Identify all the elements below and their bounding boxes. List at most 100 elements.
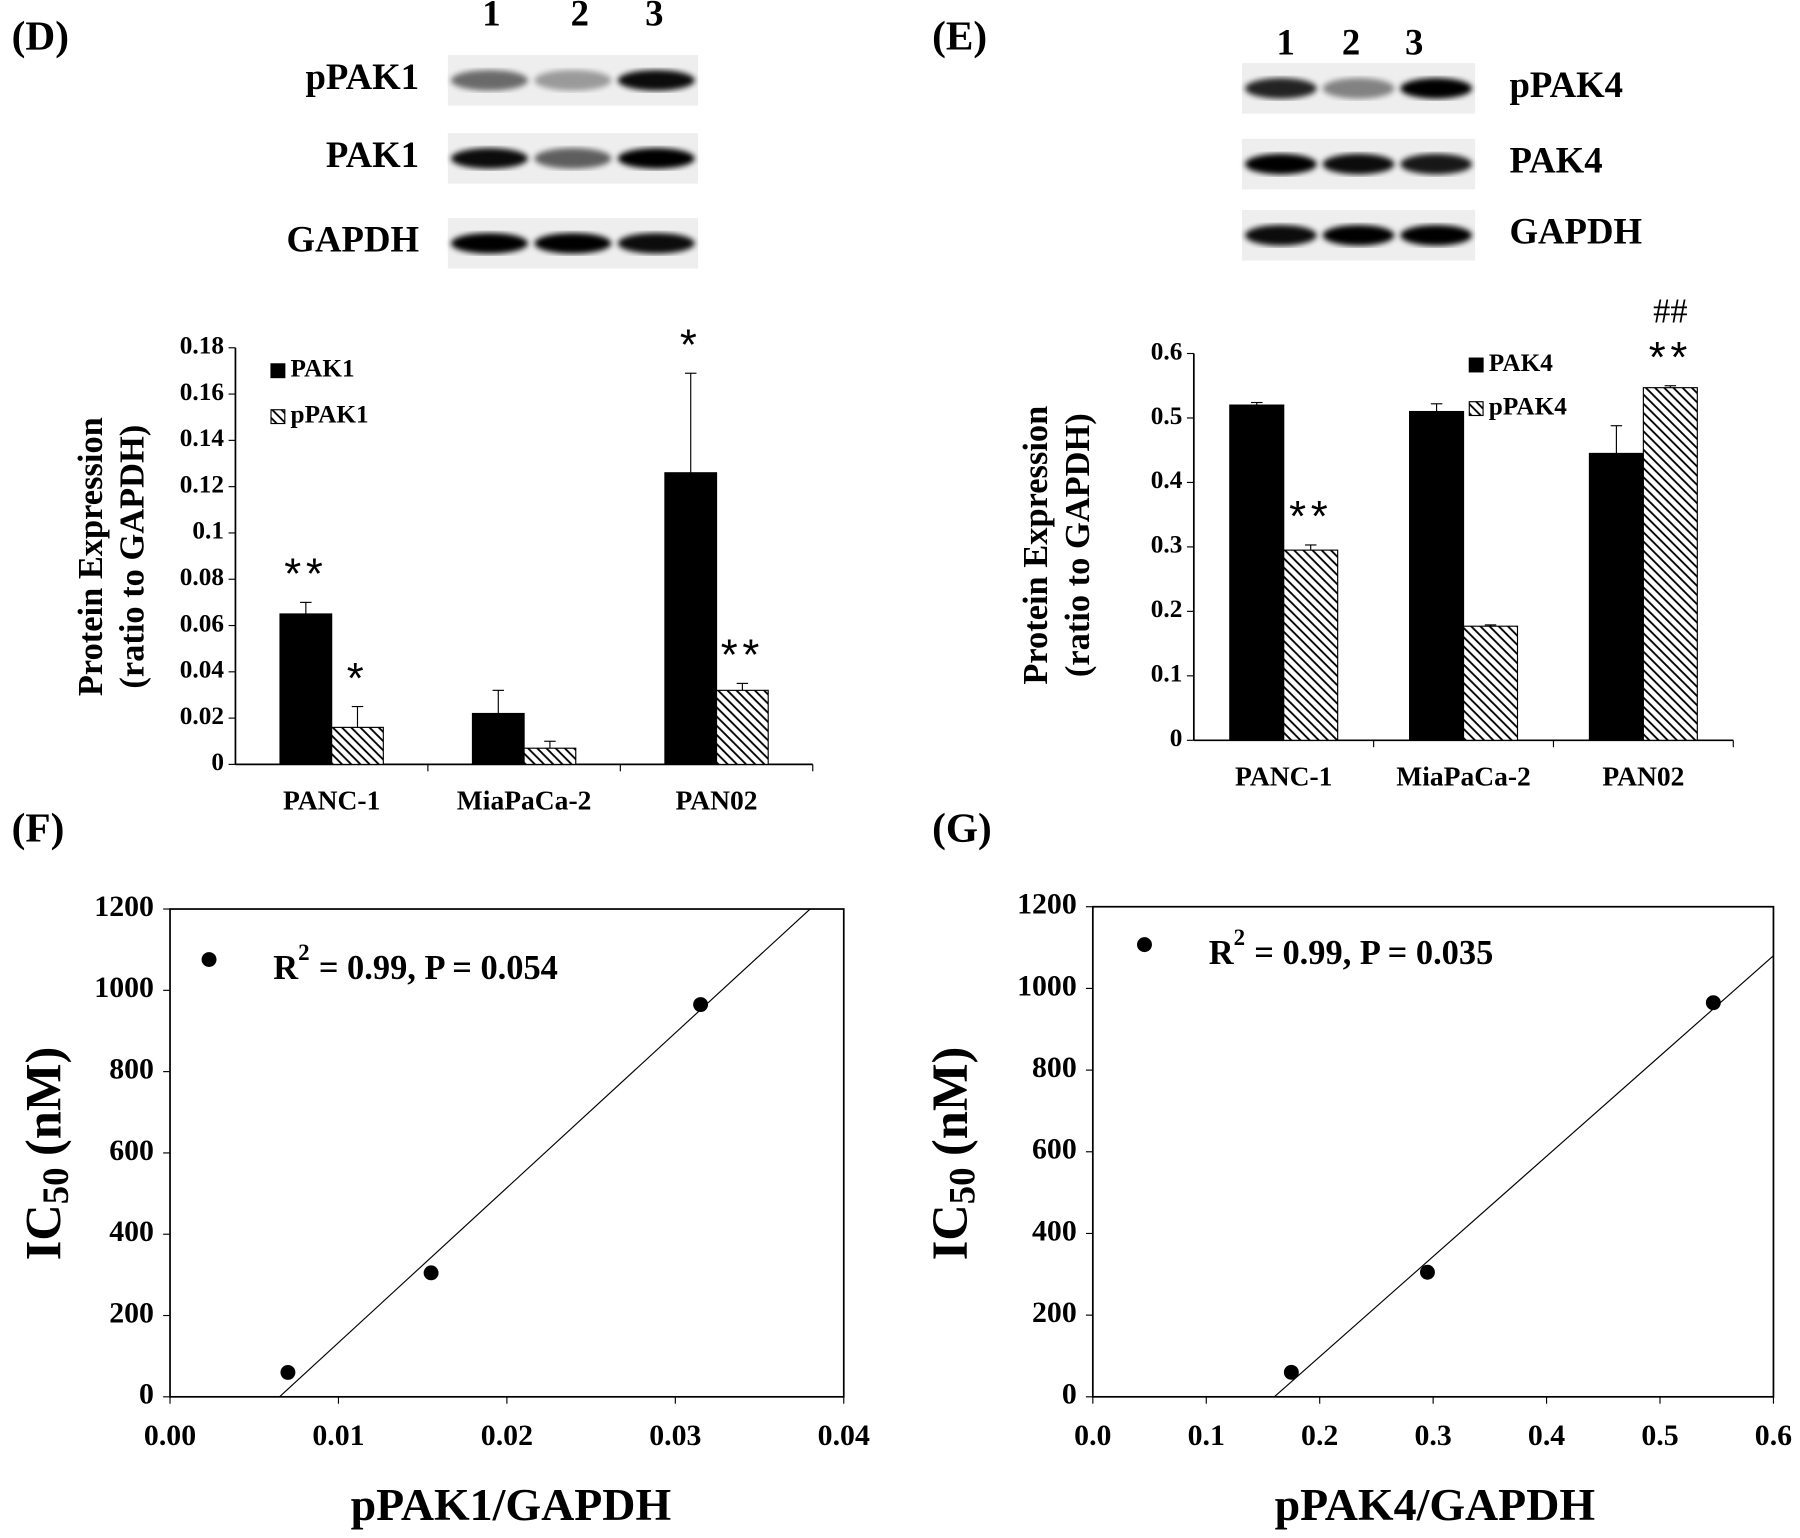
x-tick-label: PAN02 <box>676 785 758 816</box>
legend-swatch <box>270 409 286 425</box>
annotation-part: R <box>273 949 299 987</box>
blot-band <box>1400 78 1473 99</box>
y-tick-label: 1000 <box>1017 969 1077 1002</box>
data-point <box>1420 1264 1435 1280</box>
blot-band <box>1322 224 1395 246</box>
x-tick-label: 0.6 <box>1755 1419 1792 1452</box>
bar <box>279 613 333 765</box>
legend-marker <box>201 952 217 967</box>
y-tick-label: 600 <box>109 1134 154 1167</box>
blot-row-label: GAPDH <box>286 219 419 260</box>
y-tick-label: 0.18 <box>180 332 224 360</box>
bar <box>1409 410 1465 741</box>
trendline <box>279 908 811 1398</box>
blot-band <box>1400 224 1473 246</box>
bar <box>523 747 577 765</box>
x-tick-label: 0.4 <box>1528 1419 1565 1452</box>
annotation: R2 = 0.99, P = 0.035 <box>1209 925 1494 972</box>
x-tick-label: 0.03 <box>649 1419 701 1452</box>
x-tick-label: 0.0 <box>1074 1419 1111 1452</box>
lane-label: 3 <box>645 0 663 34</box>
y-axis-label: Protein Expression <box>72 417 110 696</box>
blot-band <box>1245 78 1317 99</box>
blot-band <box>1245 153 1317 175</box>
y-tick-label: 0.04 <box>180 656 225 684</box>
significance-label: * <box>680 321 702 369</box>
blot-band <box>1245 224 1317 246</box>
data-point <box>693 997 709 1013</box>
y-tick-label: 800 <box>109 1052 154 1085</box>
y-tick-label: 0.6 <box>1151 337 1183 365</box>
y-axis-label-part: IC <box>922 1204 978 1260</box>
y-tick-label: 0 <box>211 748 224 776</box>
blot-row-label: PAK1 <box>326 134 419 175</box>
annotation-part: = 0.99, P = 0.035 <box>1254 934 1493 972</box>
annotation-superscript: 2 <box>1234 925 1245 950</box>
legend-label: pPAK1 <box>291 400 369 428</box>
lane-label: 1 <box>1276 21 1294 62</box>
x-tick-label: MiaPaCa-2 <box>1396 761 1531 792</box>
blot-band <box>534 232 612 254</box>
y-tick-label: 0 <box>139 1378 154 1411</box>
x-tick-label: 0.1 <box>1188 1419 1225 1452</box>
significance-label: ** <box>284 551 327 599</box>
y-axis-label: IC50 (nM) <box>922 1047 983 1261</box>
legend-label: PAK4 <box>1489 349 1553 377</box>
panel-label: (G) <box>932 805 992 852</box>
plot-frame <box>1091 905 1775 1398</box>
y-tick-label: 200 <box>109 1296 154 1329</box>
lane-label: 2 <box>571 0 589 34</box>
x-tick-label: PANC-1 <box>283 785 380 816</box>
blot-band <box>1400 153 1473 175</box>
y-tick-label: 0.2 <box>1151 595 1183 623</box>
blot-band <box>450 232 528 254</box>
legend-swatch <box>1468 401 1484 417</box>
bar <box>715 689 769 765</box>
blot-band <box>617 232 695 254</box>
bar <box>1283 549 1339 741</box>
bar <box>331 726 384 765</box>
lane-label: 3 <box>1405 21 1423 62</box>
y-tick-label: 0.08 <box>180 563 224 591</box>
bar <box>1588 452 1644 741</box>
legend-marker <box>1137 937 1152 953</box>
bar <box>1229 404 1285 741</box>
panel-label: (F) <box>12 805 65 852</box>
y-axis-label: Protein Expression <box>1017 406 1055 685</box>
bar <box>1642 387 1698 741</box>
blot-band <box>534 148 612 169</box>
x-tick-label: 0.2 <box>1301 1419 1338 1452</box>
annotation-part: = 0.99, P = 0.054 <box>319 949 558 987</box>
blot-row-label: pPAK1 <box>306 56 420 97</box>
panel-label: (D) <box>12 13 69 60</box>
x-tick-label: 0.00 <box>144 1419 196 1452</box>
lane-label: 2 <box>1342 21 1360 62</box>
significance-label: ** <box>721 632 764 680</box>
y-axis-label-part: (nM) <box>15 1047 71 1156</box>
blot-row-label: pPAK4 <box>1509 64 1623 105</box>
y-tick-label: 800 <box>1032 1051 1077 1084</box>
y-tick-label: 0.1 <box>1151 660 1183 688</box>
y-tick-label: 0.4 <box>1151 466 1183 494</box>
x-tick-label: 0.5 <box>1641 1419 1678 1452</box>
annotation: R2 = 0.99, P = 0.054 <box>273 940 558 987</box>
y-tick-label: 0 <box>1170 724 1183 752</box>
significance-label: ** <box>1649 334 1692 382</box>
y-tick-label: 1200 <box>1017 888 1077 921</box>
comparison-label: ## <box>1653 292 1687 330</box>
bar <box>1462 625 1519 741</box>
y-axis-label-part: IC <box>15 1204 71 1260</box>
legend-label: PAK1 <box>291 355 355 383</box>
blot-band <box>450 148 528 169</box>
data-point <box>423 1265 439 1281</box>
blot-band <box>617 148 695 169</box>
x-tick-label: MiaPaCa-2 <box>457 785 592 816</box>
blot-row-label: PAK4 <box>1509 140 1602 181</box>
y-tick-label: 600 <box>1032 1133 1077 1166</box>
bar <box>471 712 525 765</box>
y-tick-label: 0.16 <box>180 378 224 406</box>
lane-label: 1 <box>482 0 500 34</box>
y-axis-label-part: (nM) <box>922 1047 978 1156</box>
legend-swatch <box>270 363 286 379</box>
